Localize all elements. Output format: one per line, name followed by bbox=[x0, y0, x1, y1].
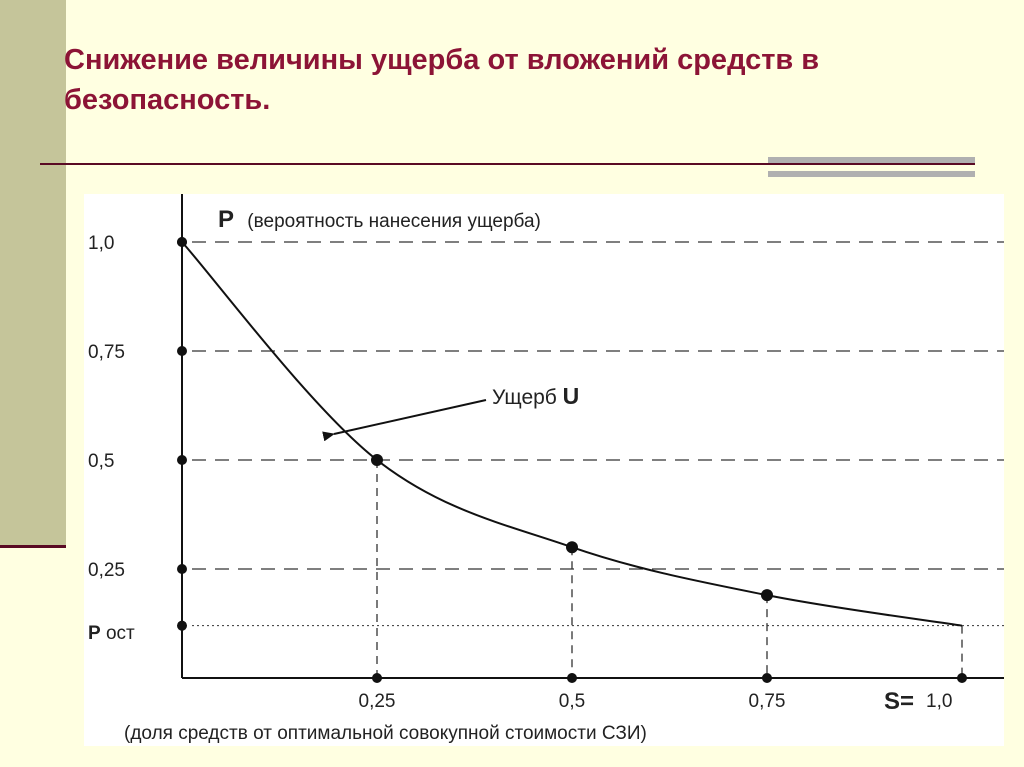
annotation-arrow bbox=[322, 399, 487, 442]
chart-panel: 1,0 0,75 0,5 0,25 0,25 0,5 0,75 1,0 P (вероятно… bbox=[84, 194, 1004, 746]
series-label-text: Ущерб bbox=[492, 386, 563, 409]
y-tick-label-0: 1,0 bbox=[88, 233, 114, 254]
series-label-symbol: U bbox=[563, 383, 580, 409]
y-axis-symbol: P bbox=[218, 206, 234, 233]
y-tick-dot-1 bbox=[177, 346, 187, 356]
x-tick-dot-0 bbox=[372, 673, 382, 683]
decorative-sidebar bbox=[0, 0, 66, 545]
sidebar-rule bbox=[0, 545, 66, 548]
x-axis-caption: (доля средств от оптимальной совокупной … bbox=[124, 723, 647, 744]
x-tick-dot-3 bbox=[957, 673, 967, 683]
y-tick-label-2: 0,5 bbox=[88, 451, 114, 472]
damage-curve bbox=[181, 241, 963, 627]
x-tick-label-1: 0,5 bbox=[559, 691, 585, 712]
y-tick-dot-2 bbox=[177, 455, 187, 465]
p-ost-symbol: P bbox=[88, 623, 101, 644]
curve-point-0 bbox=[177, 237, 187, 247]
damage-probability-chart: 1,0 0,75 0,5 0,25 0,25 0,5 0,75 1,0 P (вероятно… bbox=[88, 194, 1004, 744]
x-tick-label-2: 0,75 bbox=[749, 691, 786, 712]
title-divider bbox=[40, 163, 975, 165]
series-label: Ущерб U bbox=[492, 383, 579, 409]
x-axis-symbol: S= bbox=[884, 688, 914, 715]
x-tick-dot-1 bbox=[567, 673, 577, 683]
y-axis-caption: (вероятность нанесения ущерба) bbox=[247, 211, 541, 232]
x-tick-dot-2 bbox=[762, 673, 772, 683]
curve-point-1 bbox=[371, 454, 383, 466]
title-accent-bars bbox=[768, 157, 975, 177]
p-ost-dot bbox=[177, 620, 187, 631]
curve-point-2 bbox=[566, 541, 578, 554]
y-tick-label-1: 0,75 bbox=[88, 342, 125, 363]
y-axis-label: P (вероятность нанесения ущерба) bbox=[218, 206, 541, 233]
x-tick-label-0: 0,25 bbox=[359, 691, 396, 712]
y-tick-label-3: 0,25 bbox=[88, 560, 125, 581]
p-ost-subscript: ост bbox=[106, 623, 135, 644]
slide-title: Снижение величины ущерба от вложений сре… bbox=[64, 44, 820, 116]
y-tick-dot-3 bbox=[177, 564, 187, 574]
curve-point-3 bbox=[761, 589, 773, 602]
x-tick-label-3: 1,0 bbox=[926, 691, 952, 712]
p-ost-label: P ост bbox=[88, 623, 135, 644]
